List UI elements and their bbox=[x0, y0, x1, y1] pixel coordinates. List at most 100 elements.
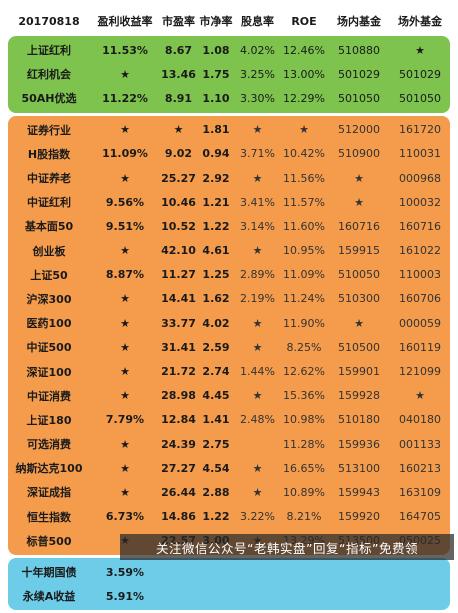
pb-ratio-cell: 市净率 bbox=[199, 15, 233, 28]
pb-ratio-cell: 2.75 bbox=[202, 437, 230, 451]
table-row: 十年期国债 3.59% bbox=[8, 560, 450, 584]
watermark-banner: 关注微信公众号“老韩实盘”回复“指标”免费领 bbox=[120, 534, 454, 560]
index-name-cell: 中证500 bbox=[26, 341, 72, 355]
offexchange-fund-cell: 160213 bbox=[399, 461, 441, 475]
onexchange-fund-cell: 512000 bbox=[338, 123, 380, 137]
dividend-yield-cell: 3.41% bbox=[240, 195, 275, 209]
roe-cell: ROE bbox=[291, 14, 317, 28]
table-row: 上证红利 11.53% 8.67 1.08 4.02% 12.46% 510880 ★ bbox=[8, 38, 450, 62]
earnings-yield-cell: 3.59% bbox=[105, 565, 145, 579]
pb-ratio-cell: 2.74 bbox=[202, 365, 230, 379]
onexchange-fund-cell: 510880 bbox=[338, 43, 380, 57]
dividend-yield-cell: 3.30% bbox=[240, 91, 275, 105]
onexchange-fund-cell: 510500 bbox=[338, 340, 380, 354]
offexchange-fund-cell: 160119 bbox=[399, 340, 441, 354]
earnings-yield-cell: ★ bbox=[120, 437, 130, 451]
offexchange-fund-cell: 161720 bbox=[399, 123, 441, 137]
onexchange-fund-cell: 159943 bbox=[338, 485, 380, 499]
earnings-yield-cell: ★ bbox=[120, 316, 130, 330]
table-row: 基本面50 9.51% 10.52 1.22 3.14% 11.60% 160716 1607… bbox=[8, 214, 450, 238]
pb-ratio-cell: 2.59 bbox=[202, 340, 230, 354]
table-row: 永续A收益 5.91% bbox=[8, 584, 450, 608]
dividend-yield-cell: ★ bbox=[252, 461, 263, 475]
roe-cell: 11.90% bbox=[283, 316, 325, 330]
onexchange-fund-cell: 510180 bbox=[338, 413, 380, 427]
table-row: 中证红利 9.56% 10.46 1.21 3.41% 11.57% ★ 100032 bbox=[8, 190, 450, 214]
table-row: 纳斯达克100 ★ 27.27 4.54 ★ 16.65% 513100 160213 bbox=[8, 456, 450, 480]
offexchange-fund-cell: 163109 bbox=[399, 485, 441, 499]
onexchange-fund-cell: 510050 bbox=[338, 268, 380, 282]
dividend-yield-cell: 3.71% bbox=[240, 147, 275, 161]
table-row: 医药100 ★ 33.77 4.02 ★ 11.90% ★ 000059 bbox=[8, 311, 450, 335]
pb-ratio-cell: 1.41 bbox=[202, 413, 230, 427]
index-name-cell: 证券行业 bbox=[27, 123, 71, 137]
dividend-yield-cell: ★ bbox=[252, 123, 263, 137]
earnings-yield-cell: ★ bbox=[120, 461, 130, 475]
dividend-yield-cell: 2.48% bbox=[240, 413, 275, 427]
pe-ratio-cell: 11.27 bbox=[161, 268, 196, 282]
roe-cell: 12.46% bbox=[283, 43, 325, 57]
roe-cell: 12.29% bbox=[283, 91, 325, 105]
pe-ratio-cell: 8.67 bbox=[164, 43, 193, 57]
earnings-yield-cell: 11.53% bbox=[102, 43, 148, 57]
table-row: 50AH优选 11.22% 8.91 1.10 3.30% 12.29% 501050 501… bbox=[8, 86, 450, 110]
pe-ratio-cell: 28.98 bbox=[161, 389, 196, 403]
roe-cell: 10.42% bbox=[283, 147, 325, 161]
pb-ratio-cell: 1.62 bbox=[202, 292, 230, 306]
dividend-yield-cell: 4.02% bbox=[240, 43, 275, 57]
onexchange-fund-cell: 159901 bbox=[338, 365, 380, 379]
index-name-cell: 标普500 bbox=[26, 534, 72, 548]
dividend-yield-cell: 3.22% bbox=[240, 510, 275, 524]
roe-cell: 11.60% bbox=[283, 219, 325, 233]
table-row: 可选消费 ★ 24.39 2.75 11.28% 159936 001133 bbox=[8, 432, 450, 456]
index-name-cell: 深证成指 bbox=[27, 486, 71, 500]
roe-cell: 10.98% bbox=[283, 413, 325, 427]
earnings-yield-cell: 8.87% bbox=[105, 268, 145, 282]
dividend-yield-cell: 股息率 bbox=[241, 15, 274, 28]
roe-cell: 15.36% bbox=[283, 389, 325, 403]
table-row: 创业板 ★ 42.10 4.61 ★ 10.95% 159915 161022 bbox=[8, 239, 450, 263]
pe-ratio-cell: 市盈率 bbox=[162, 15, 195, 28]
index-name-cell: 上证180 bbox=[26, 413, 72, 427]
index-name-cell: 永续A收益 bbox=[22, 590, 76, 604]
onexchange-fund-cell: 场内基金 bbox=[337, 15, 381, 28]
index-name-cell: 医药100 bbox=[26, 317, 72, 331]
header-row: 20170818 盈利收益率 市盈率 市净率 股息率 ROE 场内基金 场外基金 bbox=[8, 6, 450, 36]
dividend-yield-cell: ★ bbox=[252, 485, 263, 499]
orange-section: 证券行业 ★ ★ 1.81 ★ ★ 512000 161720 H股指数 11.09% 9.02 0.… bbox=[8, 115, 450, 555]
index-name-cell: 沪深300 bbox=[26, 292, 72, 306]
pe-ratio-cell: 10.46 bbox=[161, 195, 196, 209]
earnings-yield-cell: ★ bbox=[120, 292, 130, 306]
offexchange-fund-cell: 160706 bbox=[399, 292, 441, 306]
pb-ratio-cell: 1.21 bbox=[202, 195, 230, 209]
roe-cell: 10.89% bbox=[283, 485, 325, 499]
offexchange-fund-cell: 501029 bbox=[399, 67, 441, 81]
pb-ratio-cell: 2.92 bbox=[202, 171, 230, 185]
pe-ratio-cell: 8.91 bbox=[164, 91, 193, 105]
pb-ratio-cell: 1.08 bbox=[202, 43, 230, 57]
pe-ratio-cell: 10.52 bbox=[161, 219, 196, 233]
offexchange-fund-cell: 001133 bbox=[399, 437, 441, 451]
onexchange-fund-cell: 510300 bbox=[338, 292, 380, 306]
table-row: 中证养老 ★ 25.27 2.92 ★ 11.56% ★ 000968 bbox=[8, 166, 450, 190]
valuation-table: 20170818 盈利收益率 市盈率 市净率 股息率 ROE 场内基金 场外基金 上证红利 11… bbox=[8, 6, 450, 613]
offexchange-fund-cell: 100032 bbox=[399, 195, 441, 209]
index-name-cell: 十年期国债 bbox=[21, 566, 77, 580]
earnings-yield-cell: ★ bbox=[120, 485, 130, 499]
index-name-cell: 上证红利 bbox=[27, 44, 71, 58]
pe-ratio-cell: 27.27 bbox=[161, 461, 196, 475]
roe-cell: 8.25% bbox=[286, 340, 322, 354]
onexchange-fund-cell: 159920 bbox=[338, 510, 380, 524]
onexchange-fund-cell: 159928 bbox=[338, 389, 380, 403]
pe-ratio-cell: 21.72 bbox=[161, 365, 196, 379]
index-name-cell: 深证100 bbox=[26, 365, 72, 379]
pe-ratio-cell: 24.39 bbox=[161, 437, 196, 451]
table-row: 上证180 7.79% 12.84 1.41 2.48% 10.98% 510180 0401… bbox=[8, 408, 450, 432]
offexchange-fund-cell: 000059 bbox=[399, 316, 441, 330]
dividend-yield-cell: ★ bbox=[252, 340, 263, 354]
pe-ratio-cell: ★ bbox=[173, 123, 184, 137]
offexchange-fund-cell: 000968 bbox=[399, 171, 441, 185]
table-row: 恒生指数 6.73% 14.86 1.22 3.22% 8.21% 159920 164705 bbox=[8, 505, 450, 529]
pe-ratio-cell: 9.02 bbox=[164, 147, 193, 161]
table-row: H股指数 11.09% 9.02 0.94 3.71% 10.42% 510900 11003… bbox=[8, 142, 450, 166]
